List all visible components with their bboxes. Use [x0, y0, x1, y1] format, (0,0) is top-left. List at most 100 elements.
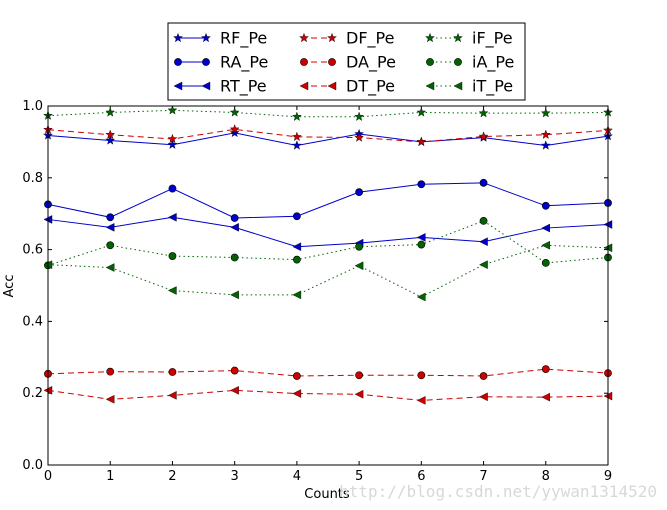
- y-tick-label: 0.6: [22, 243, 43, 258]
- data-point-ra-pe: [417, 180, 426, 189]
- legend-entry-if-pe: iF_Pe: [425, 29, 513, 49]
- series-line-ia-pe: [47, 220, 609, 266]
- data-point-it-pe: [105, 263, 115, 272]
- data-point-rt-pe: [230, 223, 239, 232]
- legend-label-it-pe: iT_Pe: [472, 77, 513, 97]
- data-point-if-pe: [354, 111, 365, 121]
- legend-entry-ra-pe: RA_Pe: [174, 53, 268, 73]
- data-point-ia-pe: [541, 258, 550, 267]
- legend-marker-df-pe: [299, 32, 309, 43]
- data-point-df-pe: [354, 132, 365, 142]
- legend-label-ia-pe: iA_Pe: [472, 53, 514, 73]
- data-point-ra-pe: [355, 188, 364, 197]
- legend-label-if-pe: iF_Pe: [472, 29, 513, 49]
- data-point-ia-pe: [355, 242, 364, 251]
- series-rf-pe: [43, 127, 613, 150]
- data-point-it-pe: [292, 290, 302, 300]
- data-point-rf-pe: [229, 127, 240, 138]
- data-point-ra-pe: [106, 213, 115, 222]
- data-point-dt-pe: [105, 394, 115, 404]
- data-point-rt-pe: [479, 237, 488, 247]
- data-point-if-pe: [291, 111, 302, 121]
- data-point-if-pe: [105, 107, 116, 117]
- data-point-dt-pe: [416, 396, 426, 405]
- data-point-dt-pe: [541, 392, 550, 402]
- data-point-da-pe: [479, 372, 488, 380]
- data-point-da-pe: [230, 366, 239, 375]
- data-point-rt-pe: [167, 212, 177, 222]
- legend-label-ra-pe: RA_Pe: [220, 53, 268, 73]
- legend-marker-dt-pe: [327, 81, 337, 91]
- series-line-ra-pe: [47, 182, 609, 219]
- legend-marker-it-pe: [425, 81, 435, 91]
- data-point-ia-pe: [292, 255, 301, 264]
- data-point-rt-pe: [416, 233, 426, 242]
- data-point-rf-pe: [167, 139, 178, 149]
- series-ra-pe: [44, 178, 612, 222]
- series-line-rt-pe: [47, 216, 609, 248]
- series-line-da-pe: [47, 368, 609, 377]
- series-line-df-pe: [47, 128, 609, 143]
- data-point-df-pe: [478, 131, 489, 141]
- series-dt-pe: [43, 386, 613, 405]
- data-point-da-pe: [292, 372, 301, 380]
- legend-entry-ia-pe: iA_Pe: [426, 53, 514, 73]
- y-axis-label: Acc: [2, 275, 17, 298]
- legend-entry-dt-pe: DT_Pe: [299, 77, 395, 97]
- x-tick-label: 3: [231, 469, 239, 484]
- data-point-rf-pe: [291, 140, 302, 150]
- series-rt-pe: [43, 212, 613, 252]
- data-point-it-pe: [541, 240, 550, 250]
- legend-label-dt-pe: DT_Pe: [346, 77, 395, 97]
- series-ia-pe: [44, 216, 612, 270]
- data-point-rt-pe: [541, 223, 550, 233]
- data-point-ia-pe: [230, 253, 239, 262]
- series-layer: [43, 105, 613, 405]
- x-tick-label: 6: [417, 469, 425, 484]
- x-tick-label: 4: [293, 469, 301, 484]
- legend-label-da-pe: DA_Pe: [346, 53, 396, 73]
- data-point-dt-pe: [354, 389, 364, 399]
- x-tick-label: 5: [355, 469, 363, 484]
- data-point-rf-pe: [540, 140, 551, 150]
- data-point-if-pe: [540, 107, 551, 118]
- series-line-if-pe: [47, 109, 609, 118]
- series-line-it-pe: [47, 244, 609, 298]
- legend-marker-if-pe: [425, 32, 435, 43]
- data-point-ra-pe: [230, 214, 239, 222]
- data-point-ia-pe: [479, 216, 488, 225]
- data-point-rt-pe: [105, 223, 115, 232]
- data-point-ra-pe: [541, 201, 550, 210]
- x-tick-label: 9: [604, 469, 612, 484]
- data-point-da-pe: [168, 368, 177, 376]
- data-point-it-pe: [479, 260, 488, 270]
- legend-marker-rf-pe: [173, 32, 183, 43]
- legend-marker-ra-pe: [174, 58, 182, 66]
- legend: RF_Pe RA_Pe RT_Pe DF_Pe DA_Pe DT_Pe iF_Pe iA_Pe…: [167, 22, 526, 101]
- data-point-da-pe: [106, 367, 115, 376]
- data-point-da-pe: [355, 371, 364, 380]
- data-point-if-pe: [167, 105, 178, 115]
- data-point-df-pe: [540, 129, 551, 139]
- legend-label-rf-pe: RF_Pe: [220, 29, 267, 49]
- x-tick-label: 2: [168, 469, 176, 484]
- data-point-ra-pe: [479, 178, 488, 187]
- series-line-rf-pe: [47, 132, 609, 146]
- data-point-it-pe: [354, 261, 364, 271]
- data-point-dt-pe: [167, 391, 177, 400]
- legend-entry-it-pe: iT_Pe: [425, 77, 513, 97]
- data-point-it-pe: [167, 286, 177, 295]
- y-tick-label: 0.8: [22, 171, 43, 186]
- legend-marker-if-pe: [453, 32, 463, 43]
- data-point-it-pe: [230, 290, 239, 300]
- data-point-ia-pe: [168, 252, 177, 260]
- legend-label-rt-pe: RT_Pe: [220, 77, 267, 97]
- data-point-df-pe: [229, 124, 240, 134]
- x-tick-label: 0: [44, 469, 52, 484]
- data-point-df-pe: [167, 133, 178, 144]
- legend-label-df-pe: DF_Pe: [346, 29, 394, 49]
- data-point-rt-pe: [292, 242, 302, 252]
- x-tick-label: 1: [106, 469, 114, 484]
- plot-frame: [47, 105, 609, 466]
- legend-marker-rf-pe: [201, 32, 211, 43]
